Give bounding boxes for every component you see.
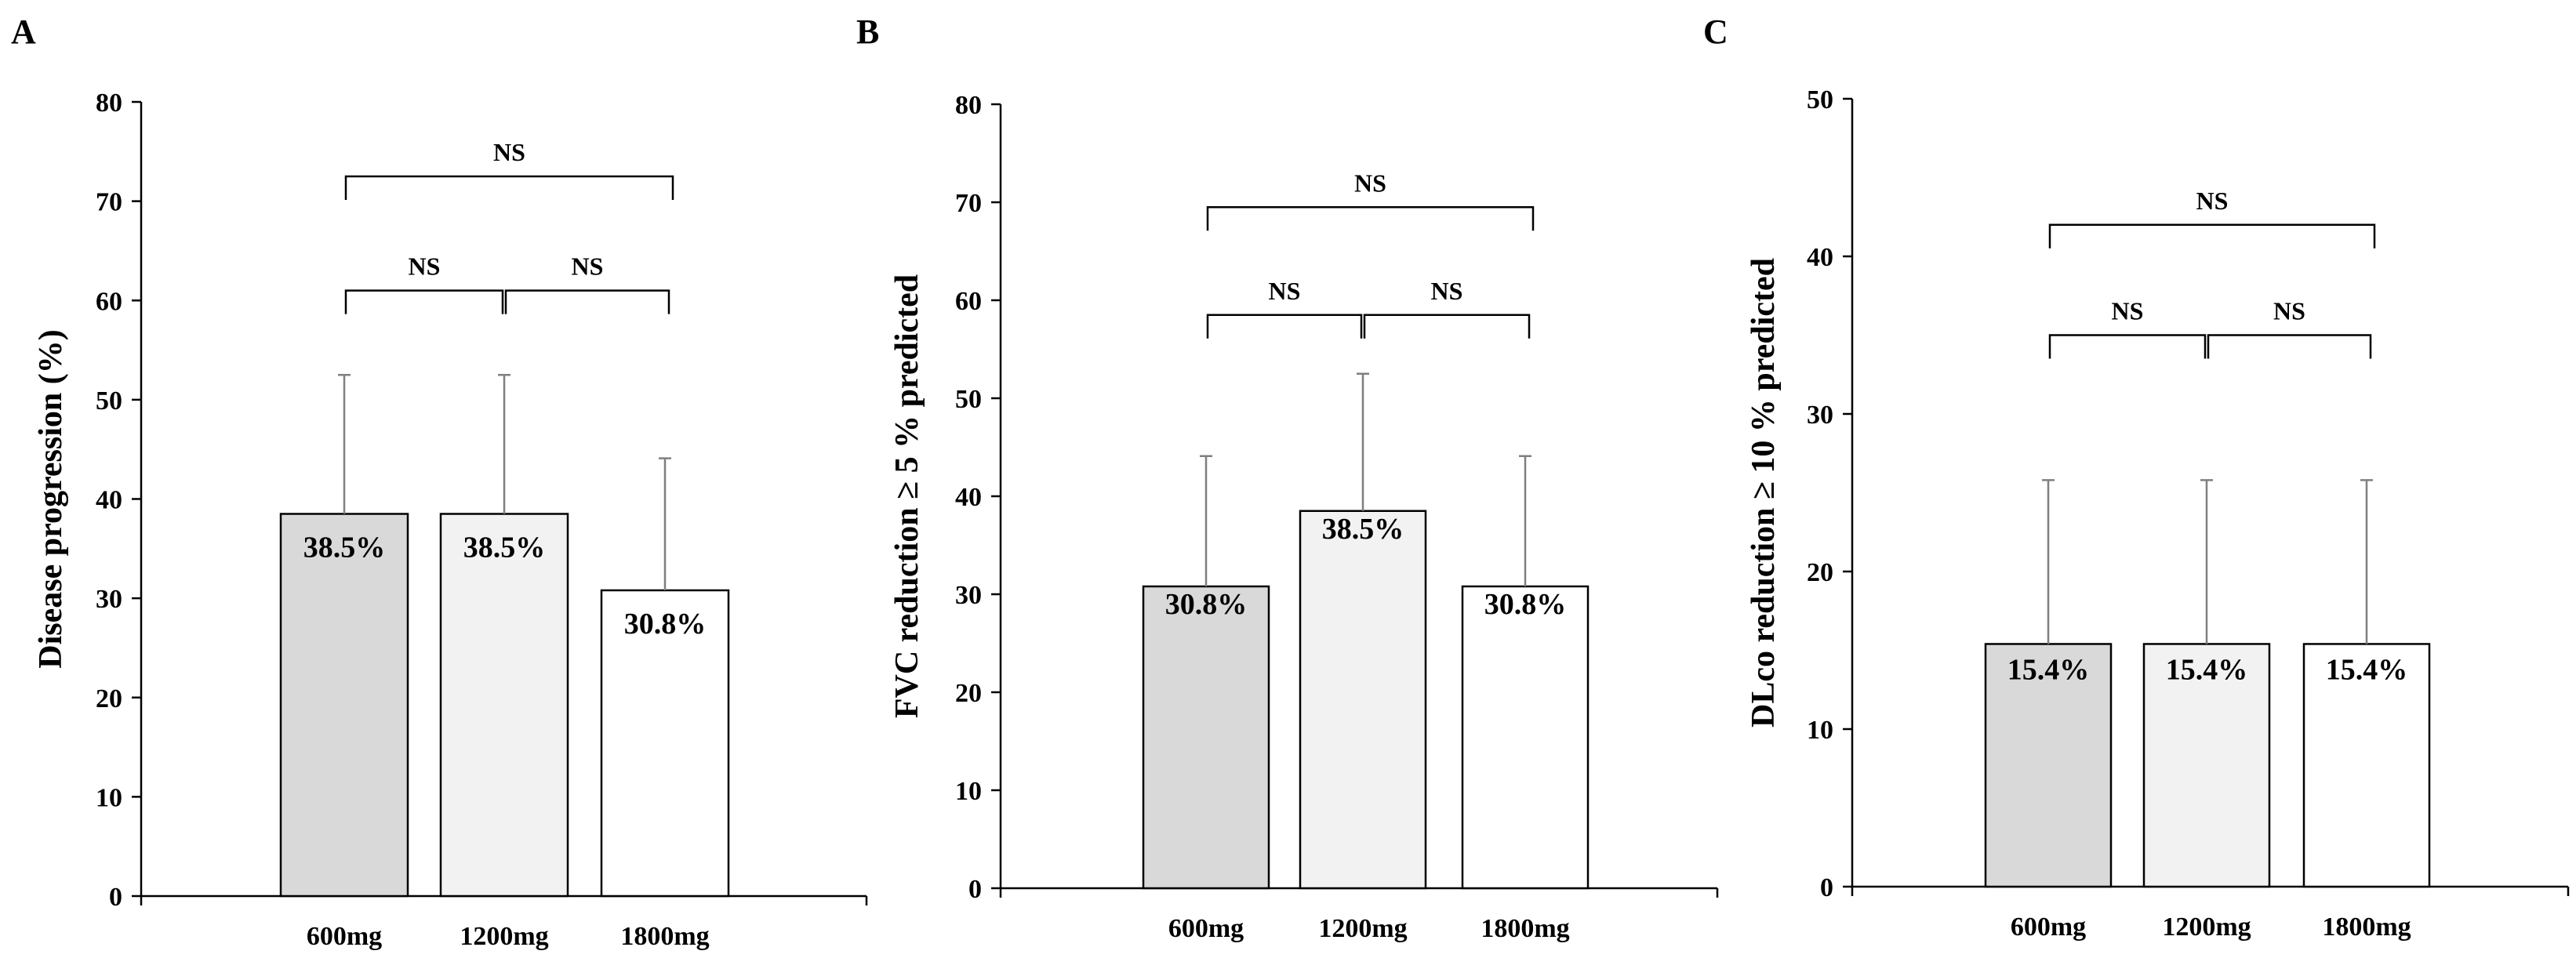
bar-value-label: 38.5% bbox=[1322, 513, 1404, 546]
significance-label: NS bbox=[572, 252, 604, 281]
bar-1800mg bbox=[2302, 643, 2431, 888]
significance-bracket bbox=[344, 289, 504, 314]
x-category-label: 1800mg bbox=[620, 922, 709, 951]
y-tick-label: 10 bbox=[955, 777, 982, 806]
panel-letter: B bbox=[856, 13, 879, 51]
significance-bracket bbox=[344, 175, 674, 200]
significance-bracket bbox=[2048, 223, 2376, 249]
y-axis-title: FVC reduction ≥ 5 % predicted bbox=[889, 274, 925, 718]
bar-600mg bbox=[1142, 585, 1270, 890]
bar-value-label: 38.5% bbox=[303, 531, 386, 564]
chart-panel-b: B 0 10 20 30 40 50 60 70 80 FVC reduction ≥ 5 % pr… bbox=[856, 13, 1719, 943]
significance-label: NS bbox=[1269, 277, 1301, 305]
bar-value-label: 30.8% bbox=[1165, 588, 1248, 621]
x-category-label: 1200mg bbox=[2162, 913, 2251, 942]
significance-label: NS bbox=[493, 138, 525, 166]
bar-1800mg bbox=[1461, 585, 1590, 890]
y-tick-label: 70 bbox=[96, 188, 122, 217]
y-tick-label: 30 bbox=[1807, 401, 1833, 430]
bar-600mg bbox=[279, 513, 409, 898]
chart-panel-c: C 0 10 20 30 40 50 DLco reduction ≥ 10 % predic… bbox=[1703, 13, 2570, 942]
significance-label: NS bbox=[409, 252, 441, 281]
y-tick-label: 50 bbox=[96, 386, 122, 415]
bar-1200mg bbox=[2142, 643, 2271, 888]
chart-panel-a: A 0 10 20 30 40 50 60 70 80 Disease progression (%… bbox=[11, 13, 868, 951]
panel-letter: C bbox=[1703, 13, 1728, 51]
y-tick-label: 30 bbox=[96, 585, 122, 614]
bar-value-label: 15.4% bbox=[2326, 653, 2408, 686]
bar-value-label: 30.8% bbox=[624, 608, 707, 640]
panel-letter: A bbox=[11, 13, 36, 51]
y-tick-label: 50 bbox=[955, 385, 982, 414]
y-tick-label: 50 bbox=[1807, 85, 1833, 114]
y-tick-label: 0 bbox=[968, 875, 982, 904]
y-axis-title: DLco reduction ≥ 10 % predicted bbox=[1746, 258, 1782, 728]
significance-label: NS bbox=[2112, 297, 2144, 325]
bar-value-label: 15.4% bbox=[2166, 653, 2248, 686]
significance-bracket bbox=[2048, 334, 2207, 359]
y-tick-label: 20 bbox=[1807, 558, 1833, 587]
y-tick-label: 40 bbox=[1807, 243, 1833, 272]
y-tick-label: 80 bbox=[96, 89, 122, 118]
y-tick-label: 40 bbox=[96, 486, 122, 515]
significance-label: NS bbox=[1431, 277, 1463, 305]
y-tick-label: 0 bbox=[1820, 873, 1833, 902]
y-tick-label: 20 bbox=[955, 679, 982, 708]
significance-label: NS bbox=[1354, 169, 1386, 197]
significance-bracket bbox=[504, 289, 670, 314]
y-tick-label: 60 bbox=[96, 287, 122, 316]
x-category-label: 1200mg bbox=[1318, 914, 1407, 943]
bar-1200mg bbox=[439, 513, 569, 898]
bar-value-label: 30.8% bbox=[1484, 588, 1567, 621]
significance-bracket bbox=[1206, 314, 1363, 339]
y-tick-label: 60 bbox=[955, 287, 982, 316]
significance-label: NS bbox=[2196, 187, 2229, 215]
x-category-label: 600mg bbox=[1168, 914, 1244, 943]
y-tick-label: 80 bbox=[955, 91, 982, 120]
significance-bracket bbox=[1363, 314, 1531, 339]
significance-bracket bbox=[2207, 334, 2372, 359]
x-category-label: 600mg bbox=[307, 922, 382, 951]
significance-bracket bbox=[1206, 206, 1535, 231]
y-tick-label: 40 bbox=[955, 483, 982, 512]
y-tick-label: 10 bbox=[1807, 716, 1833, 745]
bar-value-label: 38.5% bbox=[463, 531, 546, 564]
x-category-label: 1800mg bbox=[1481, 914, 1569, 943]
y-tick-label: 30 bbox=[955, 581, 982, 610]
y-axis-title: Disease progression (%) bbox=[33, 329, 69, 668]
x-category-label: 1800mg bbox=[2322, 913, 2411, 942]
bar-1800mg bbox=[600, 589, 730, 898]
significance-label: NS bbox=[2273, 297, 2305, 325]
y-tick-label: 20 bbox=[96, 684, 122, 713]
bar-value-label: 15.4% bbox=[2007, 653, 2090, 686]
x-category-label: 600mg bbox=[2011, 913, 2086, 942]
y-tick-label: 70 bbox=[955, 189, 982, 218]
y-tick-label: 0 bbox=[109, 883, 122, 912]
bar-1200mg bbox=[1299, 510, 1427, 890]
x-category-label: 1200mg bbox=[460, 922, 548, 951]
y-tick-label: 10 bbox=[96, 783, 122, 812]
